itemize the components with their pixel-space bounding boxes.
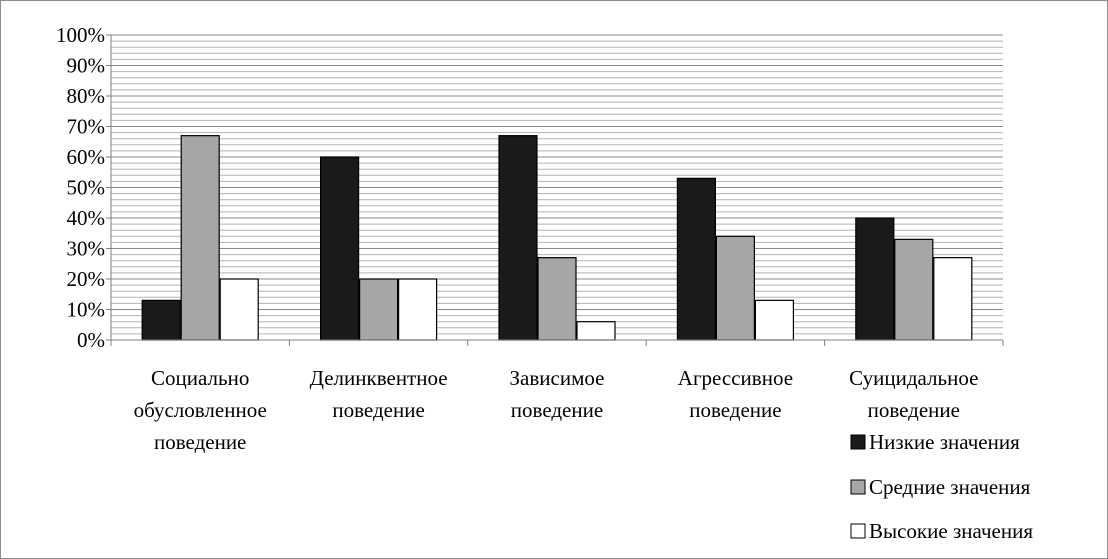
y-axis: 0% 10% 20% 30% 40% 50% 60% 70% 80% 90% 100% xyxy=(56,23,112,352)
bar xyxy=(855,217,895,341)
bar xyxy=(498,135,538,341)
legend-label: Средние значения xyxy=(869,475,1031,499)
y-tick-label: 80% xyxy=(67,84,106,108)
category-label: Суицидальное xyxy=(849,366,978,390)
bar xyxy=(320,156,360,341)
bar xyxy=(180,135,220,341)
category-label: поведение xyxy=(868,398,960,422)
bar xyxy=(933,257,973,341)
y-tick-label: 90% xyxy=(67,54,106,78)
bar xyxy=(359,278,399,341)
category-label: Делинквентное xyxy=(310,366,448,390)
y-tick-label: 10% xyxy=(67,298,106,322)
bar xyxy=(676,177,717,341)
bar xyxy=(537,257,577,341)
category-label: поведение xyxy=(332,398,424,422)
category-label: поведение xyxy=(154,430,246,454)
legend-label: Низкие значения xyxy=(869,430,1020,454)
bar xyxy=(754,299,795,341)
category-label: обусловленное xyxy=(134,398,267,422)
x-axis: Социально обусловленное поведение Делинквен… xyxy=(110,339,1004,454)
y-tick-label: 60% xyxy=(67,145,106,169)
bar xyxy=(715,235,756,341)
y-tick-label: 70% xyxy=(67,115,106,139)
y-tick-label: 50% xyxy=(67,176,106,200)
bar xyxy=(398,278,438,341)
y-tick-label: 100% xyxy=(56,23,105,47)
y-tick-label: 20% xyxy=(67,267,106,291)
category-label: Зависимое xyxy=(510,366,605,390)
category-label: поведение xyxy=(511,398,603,422)
y-tick-label: 30% xyxy=(67,237,106,261)
bar xyxy=(576,321,616,341)
bar xyxy=(219,278,259,341)
category-label: Социально xyxy=(151,366,249,390)
bar xyxy=(141,299,181,341)
bar xyxy=(894,238,934,341)
legend: Низкие значения Средние значения Высокие з… xyxy=(850,430,1033,543)
y-tick-label: 40% xyxy=(67,206,106,230)
category-label: Агрессивное xyxy=(678,366,793,390)
category-label: поведение xyxy=(689,398,781,422)
legend-swatch xyxy=(850,434,866,450)
legend-swatch xyxy=(850,479,866,495)
legend-swatch xyxy=(850,523,866,539)
y-tick-label: 0% xyxy=(77,328,105,352)
legend-label: Высокие значения xyxy=(869,519,1033,543)
